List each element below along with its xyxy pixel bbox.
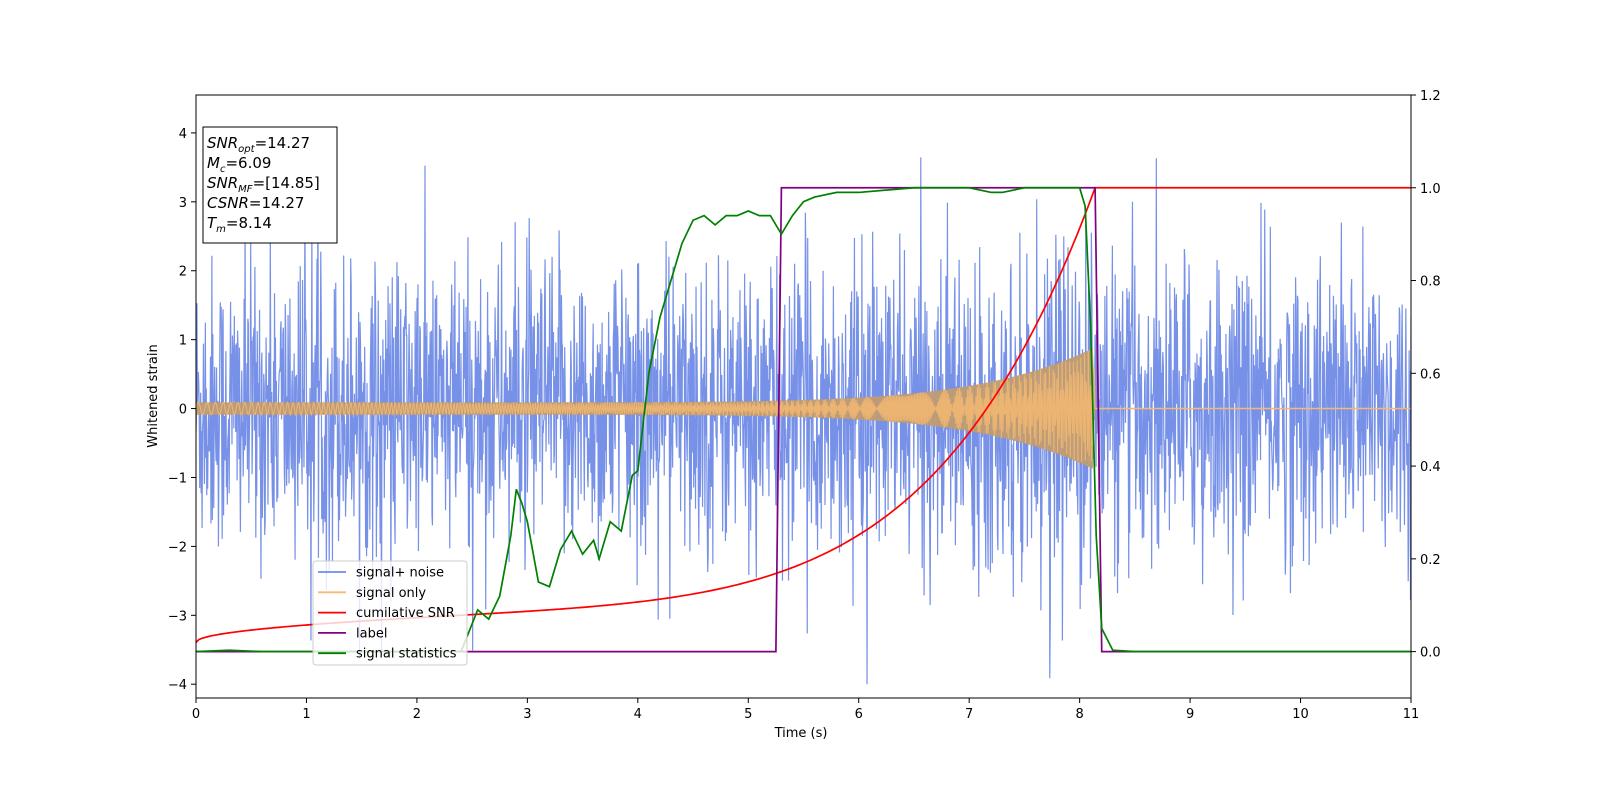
y-left-tick-label: 2 bbox=[179, 265, 187, 280]
info-line: Tm=8.14 bbox=[207, 214, 272, 235]
x-tick-label: 4 bbox=[634, 707, 642, 722]
legend-entry: label bbox=[356, 626, 387, 641]
y-right-tick-label: 1.0 bbox=[1420, 182, 1441, 197]
y-right-tick-label: 0.8 bbox=[1420, 275, 1441, 290]
y-left-tick-label: −2 bbox=[168, 540, 187, 555]
y-right-tick-label: 0.2 bbox=[1420, 553, 1441, 568]
y-right-tick-label: 0.6 bbox=[1420, 367, 1441, 382]
y-right-tick-label: 0.4 bbox=[1420, 460, 1441, 475]
x-tick-label: 11 bbox=[1403, 707, 1420, 722]
x-tick-label: 7 bbox=[965, 707, 973, 722]
x-tick-label: 5 bbox=[744, 707, 752, 722]
y-left-tick-label: 0 bbox=[179, 403, 187, 418]
y-left-tick-label: −3 bbox=[168, 609, 187, 624]
legend-entry: signal statistics bbox=[356, 647, 457, 662]
info-line: Mc=6.09 bbox=[207, 154, 271, 175]
y-left-tick-label: −4 bbox=[168, 678, 187, 693]
info-box-frame bbox=[202, 126, 338, 244]
x-tick-label: 0 bbox=[192, 707, 200, 722]
x-tick-label: 8 bbox=[1075, 707, 1083, 722]
x-tick-label: 9 bbox=[1186, 707, 1194, 722]
legend-entry: signal only bbox=[356, 586, 426, 601]
plot-frame bbox=[195, 94, 1412, 699]
series-line-signal-noise bbox=[196, 136, 1411, 685]
legend: signal+ noise signal only cumilative SNR la… bbox=[312, 560, 468, 666]
legend-entry: cumilative SNR bbox=[356, 606, 455, 621]
x-axis-label: Time (s) bbox=[774, 726, 828, 741]
x-tick-label: 10 bbox=[1292, 707, 1309, 722]
y-left-tick-label: 4 bbox=[179, 127, 187, 142]
info-box: SNRopt=14.27Mc=6.09SNRMF=[14.85]CSNR=14.… bbox=[202, 126, 338, 244]
x-tick-label: 3 bbox=[523, 707, 531, 722]
x-tick-label: 2 bbox=[413, 707, 421, 722]
info-line: CSNR=14.27 bbox=[207, 194, 304, 212]
y-right-tick-label: 1.2 bbox=[1420, 89, 1441, 104]
info-line: SNRMF=[14.85] bbox=[207, 174, 320, 195]
x-tick-label: 1 bbox=[302, 707, 310, 722]
series-line-signal-statistics bbox=[196, 186, 1411, 653]
y-left-tick-label: −1 bbox=[168, 471, 187, 486]
legend-frame bbox=[312, 560, 468, 666]
legend-entry: signal+ noise bbox=[356, 566, 444, 581]
x-tick-label: 6 bbox=[855, 707, 863, 722]
y-right-tick-label: 0.0 bbox=[1420, 646, 1441, 661]
info-line: SNRopt=14.27 bbox=[207, 134, 310, 155]
y-axis-label: Whitened strain bbox=[146, 344, 161, 447]
y-left-tick-label: 3 bbox=[179, 196, 187, 211]
y-left-tick-label: 1 bbox=[179, 334, 187, 349]
